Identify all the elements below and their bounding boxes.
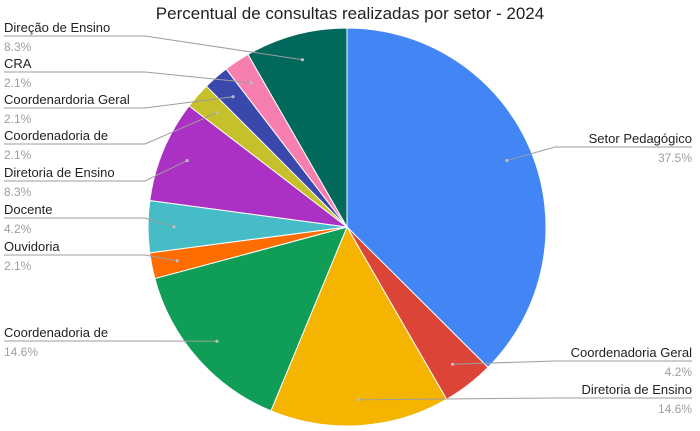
slice-percent-label: 14.6% <box>4 345 38 359</box>
slice-label: Setor Pedagógico <box>589 131 692 146</box>
leader-dot <box>249 81 253 85</box>
leader-line <box>4 160 188 182</box>
leader-line <box>4 112 218 145</box>
leader-dot <box>231 95 235 99</box>
slice-percent-label: 2.1% <box>4 148 32 162</box>
slice-label: Coordenadoria de <box>4 128 108 143</box>
slice-label: Direção de Ensino <box>4 20 110 35</box>
leader-line <box>4 217 175 228</box>
slice-label: Diretoria de Ensino <box>581 382 692 397</box>
leader-dot <box>505 159 509 163</box>
pie-slices <box>147 27 547 427</box>
slice-label: Coordenadoria Geral <box>571 345 693 360</box>
leader-dot <box>356 398 360 402</box>
chart-title: Percentual de consultas realizadas por s… <box>156 4 544 23</box>
leader-dot <box>215 339 219 343</box>
slice-label: Coordenardoria Geral <box>4 92 130 107</box>
slice-percent-label: 2.1% <box>4 112 32 126</box>
leader-lines <box>4 35 692 402</box>
slice-percent-label: 37.5% <box>658 151 692 165</box>
leader-dot <box>300 58 304 62</box>
leader-dot <box>175 259 179 263</box>
leader-line <box>4 71 252 84</box>
pie-slice <box>154 226 348 412</box>
slice-label: CRA <box>4 56 32 71</box>
slice-percent-label: 2.1% <box>4 76 32 90</box>
leader-line <box>358 397 692 401</box>
pie-slice <box>270 225 448 427</box>
leader-line <box>452 360 692 365</box>
slice-label: Docente <box>4 202 52 217</box>
pie-slice <box>346 27 547 369</box>
leader-line <box>4 35 303 61</box>
slice-percent-label: 8.3% <box>4 40 32 54</box>
slice-labels: Setor Pedagógico 37.5% Coordenadoria Geral… <box>4 20 692 416</box>
leader-line <box>4 96 234 109</box>
leader-dot <box>215 111 219 115</box>
slice-percent-label: 4.2% <box>665 365 693 379</box>
slice-percent-label: 4.2% <box>4 222 32 236</box>
slice-label: Ouvidoria <box>4 239 60 254</box>
pie-slice <box>149 105 349 228</box>
leader-dot <box>172 225 176 229</box>
pie-slice <box>247 27 348 229</box>
leader-dot <box>185 159 189 163</box>
slice-percent-label: 2.1% <box>4 259 32 273</box>
slice-label: Coordenadoria de <box>4 325 108 340</box>
slice-percent-label: 14.6% <box>658 402 692 416</box>
leader-dot <box>451 362 455 366</box>
leader-line <box>506 146 692 162</box>
leader-line <box>4 254 178 262</box>
slice-label: Diretoria de Ensino <box>4 165 115 180</box>
slice-percent-label: 8.3% <box>4 185 32 199</box>
